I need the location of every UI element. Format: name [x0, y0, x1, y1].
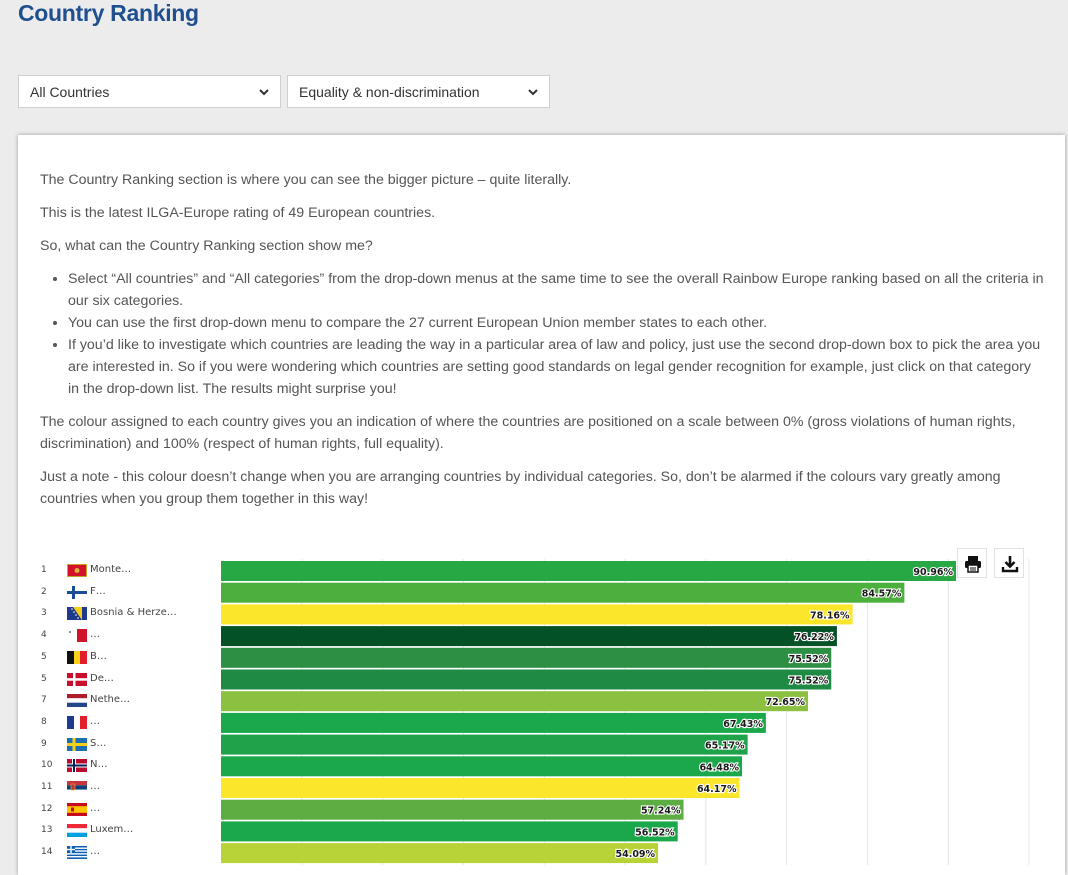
bosnia-flag-icon	[67, 607, 87, 621]
row-country-name[interactable]: Luxem…	[90, 824, 134, 836]
row-rank: 5	[41, 673, 47, 684]
intro-bullet: If you’d like to investigate which count…	[68, 334, 1045, 400]
bar-value-label: 57.24%	[641, 806, 681, 817]
row-country-name[interactable]: S…	[90, 737, 107, 749]
row-rank: 9	[41, 738, 47, 749]
montenegro-flag-icon	[67, 564, 87, 577]
bar-value-label: 56.52%	[635, 827, 675, 838]
belgium-flag-icon	[67, 650, 87, 664]
bar[interactable]	[221, 756, 743, 777]
download-button[interactable]	[994, 548, 1024, 578]
intro-bullet-list: Select “All countries” and “All categori…	[40, 268, 1045, 400]
bar[interactable]	[221, 778, 740, 798]
row-rank: 14	[41, 847, 53, 858]
sweden-flag-icon	[67, 737, 87, 751]
intro-text: The Country Ranking section is where you…	[40, 169, 1045, 521]
row-rank: 12	[41, 803, 53, 814]
row-country-name[interactable]: …	[90, 629, 100, 641]
row-country-name[interactable]: …	[90, 802, 100, 814]
row-rank: 13	[41, 825, 53, 836]
intro-paragraph: Just a note - this colour doesn’t change…	[40, 469, 1001, 507]
norway-flag-icon	[67, 759, 87, 773]
row-rank: 1	[41, 565, 47, 575]
bar-value-label: 67.43%	[723, 719, 763, 730]
malta-flag-icon	[67, 629, 87, 643]
row-rank: 11	[41, 782, 53, 792]
denmark-flag-icon	[67, 672, 87, 686]
row-country-name[interactable]: F…	[90, 585, 106, 597]
bar-value-label: 84.57%	[862, 589, 902, 600]
serbia-flag-icon	[67, 781, 87, 794]
bar[interactable]	[221, 799, 684, 820]
intro-paragraph: This is the latest ILGA-Europe rating of…	[40, 205, 436, 221]
bar[interactable]	[221, 734, 748, 755]
bar[interactable]	[221, 647, 832, 668]
bar[interactable]	[221, 691, 809, 712]
row-rank: 10	[41, 760, 53, 771]
intro-paragraph: The colour assigned to each country give…	[40, 414, 1016, 452]
bar-value-label: 90.96%	[913, 567, 953, 578]
row-country-name[interactable]: De…	[90, 672, 114, 684]
row-country-name[interactable]: B…	[90, 650, 107, 662]
print-button[interactable]	[957, 548, 987, 578]
bar-value-label: 78.16%	[810, 610, 850, 621]
row-country-name[interactable]: N…	[90, 759, 108, 771]
intro-paragraph: So, what can the Country Ranking section…	[40, 238, 373, 254]
bar-value-label: 75.52%	[789, 654, 829, 665]
row-country-name[interactable]: Bosnia & Herze…	[90, 607, 177, 619]
netherlands-flag-icon	[67, 694, 87, 708]
bar-value-label: 64.17%	[697, 784, 737, 795]
chevron-down-icon	[259, 89, 269, 96]
row-rank: 8	[41, 716, 47, 727]
print-icon	[965, 556, 981, 573]
luxembourg-flag-icon	[67, 824, 87, 838]
row-rank: 4	[41, 630, 47, 641]
bar[interactable]	[221, 626, 837, 647]
bar[interactable]	[221, 821, 678, 842]
row-rank: 7	[41, 695, 47, 706]
intro-bullet: You can use the first drop-down menu to …	[68, 312, 1045, 334]
row-country-name[interactable]: …	[90, 781, 100, 792]
bar-value-label: 72.65%	[765, 697, 805, 708]
bar[interactable]	[221, 604, 853, 625]
category-select-value: Equality & non-discrimination	[299, 84, 480, 100]
france-flag-icon	[67, 715, 87, 729]
intro-bullet: Select “All countries” and “All categori…	[68, 268, 1045, 312]
greece-flag-icon	[67, 846, 87, 860]
bar-value-label: 54.09%	[615, 849, 655, 860]
intro-paragraph: The Country Ranking section is where you…	[40, 172, 572, 188]
spain-flag-icon	[67, 802, 87, 816]
bar-value-label: 65.17%	[705, 741, 745, 752]
page-title: Country Ranking	[18, 0, 199, 26]
bar[interactable]	[221, 561, 956, 581]
row-country-name[interactable]: Monte…	[90, 564, 132, 575]
bar[interactable]	[221, 669, 832, 690]
download-icon	[1001, 556, 1019, 573]
bar-value-label: 76.22%	[794, 632, 834, 643]
bar[interactable]	[221, 712, 766, 733]
row-rank: 3	[41, 608, 47, 619]
bar[interactable]	[221, 582, 905, 603]
row-rank: 2	[41, 586, 47, 597]
row-country-name[interactable]: …	[90, 846, 100, 858]
bar[interactable]	[221, 843, 659, 864]
row-rank: 5	[41, 651, 47, 662]
category-select[interactable]: Equality & non-discrimination	[287, 75, 550, 108]
row-country-name[interactable]: …	[90, 715, 100, 727]
bar-value-label: 64.48%	[699, 762, 739, 773]
chevron-down-icon	[528, 89, 538, 96]
bar-value-label: 75.52%	[789, 676, 829, 687]
country-select-value: All Countries	[30, 84, 110, 100]
country-select[interactable]: All Countries	[18, 75, 281, 108]
row-country-name[interactable]: Nethe…	[90, 694, 131, 706]
finland-flag-icon	[67, 585, 87, 599]
